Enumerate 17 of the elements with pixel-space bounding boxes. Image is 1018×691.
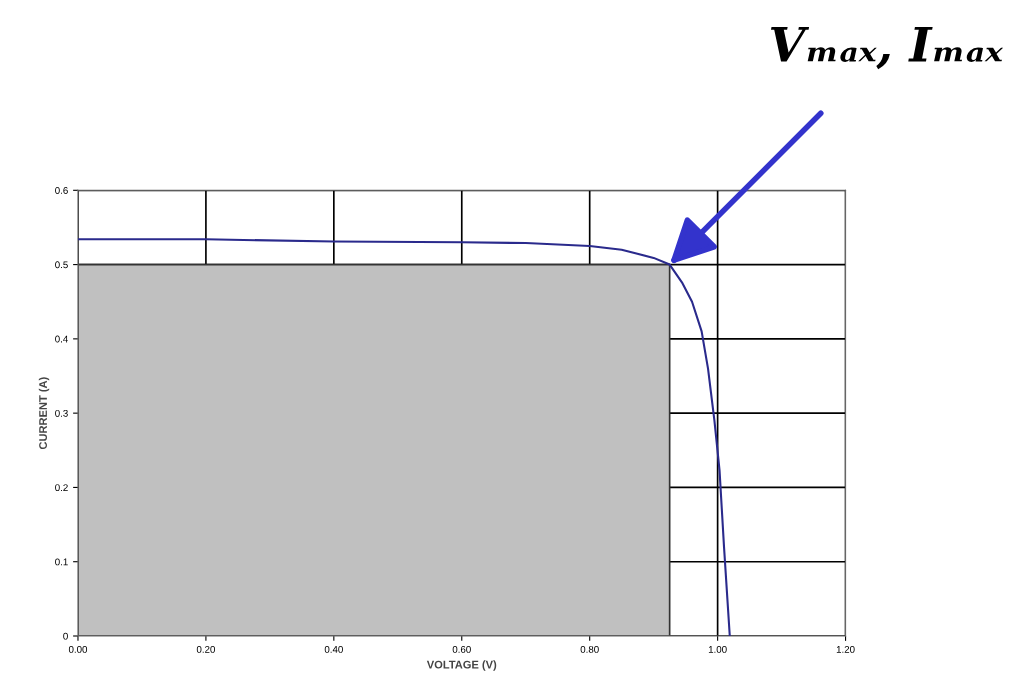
x-tick-label: 0.80 [580,645,599,653]
x-axis-title: VOLTAGE (V) [426,660,497,671]
y-tick-label: 0.5 [55,261,68,269]
x-tick-label: 1.20 [836,645,855,653]
x-tick-label: 0.60 [452,645,471,653]
x-tick-label: 1.00 [708,645,727,653]
y-axis-title: CURRENT (A) [38,377,50,450]
x-tick-label: 0.20 [196,645,215,653]
y-tick-label: 0.3 [55,409,68,417]
annotation: Vₘₐₓ, Iₘₐₓ [770,26,1004,70]
x-tick-label: 0.00 [68,645,88,653]
y-tick-label: 0.1 [55,558,68,566]
y-tick-label: 0.6 [55,187,68,194]
y-tick-label: 0.4 [55,335,68,343]
y-tick-label: 0.2 [55,484,68,492]
y-tick-label: 0 [63,632,68,640]
x-tick-label: 0.40 [324,645,343,653]
